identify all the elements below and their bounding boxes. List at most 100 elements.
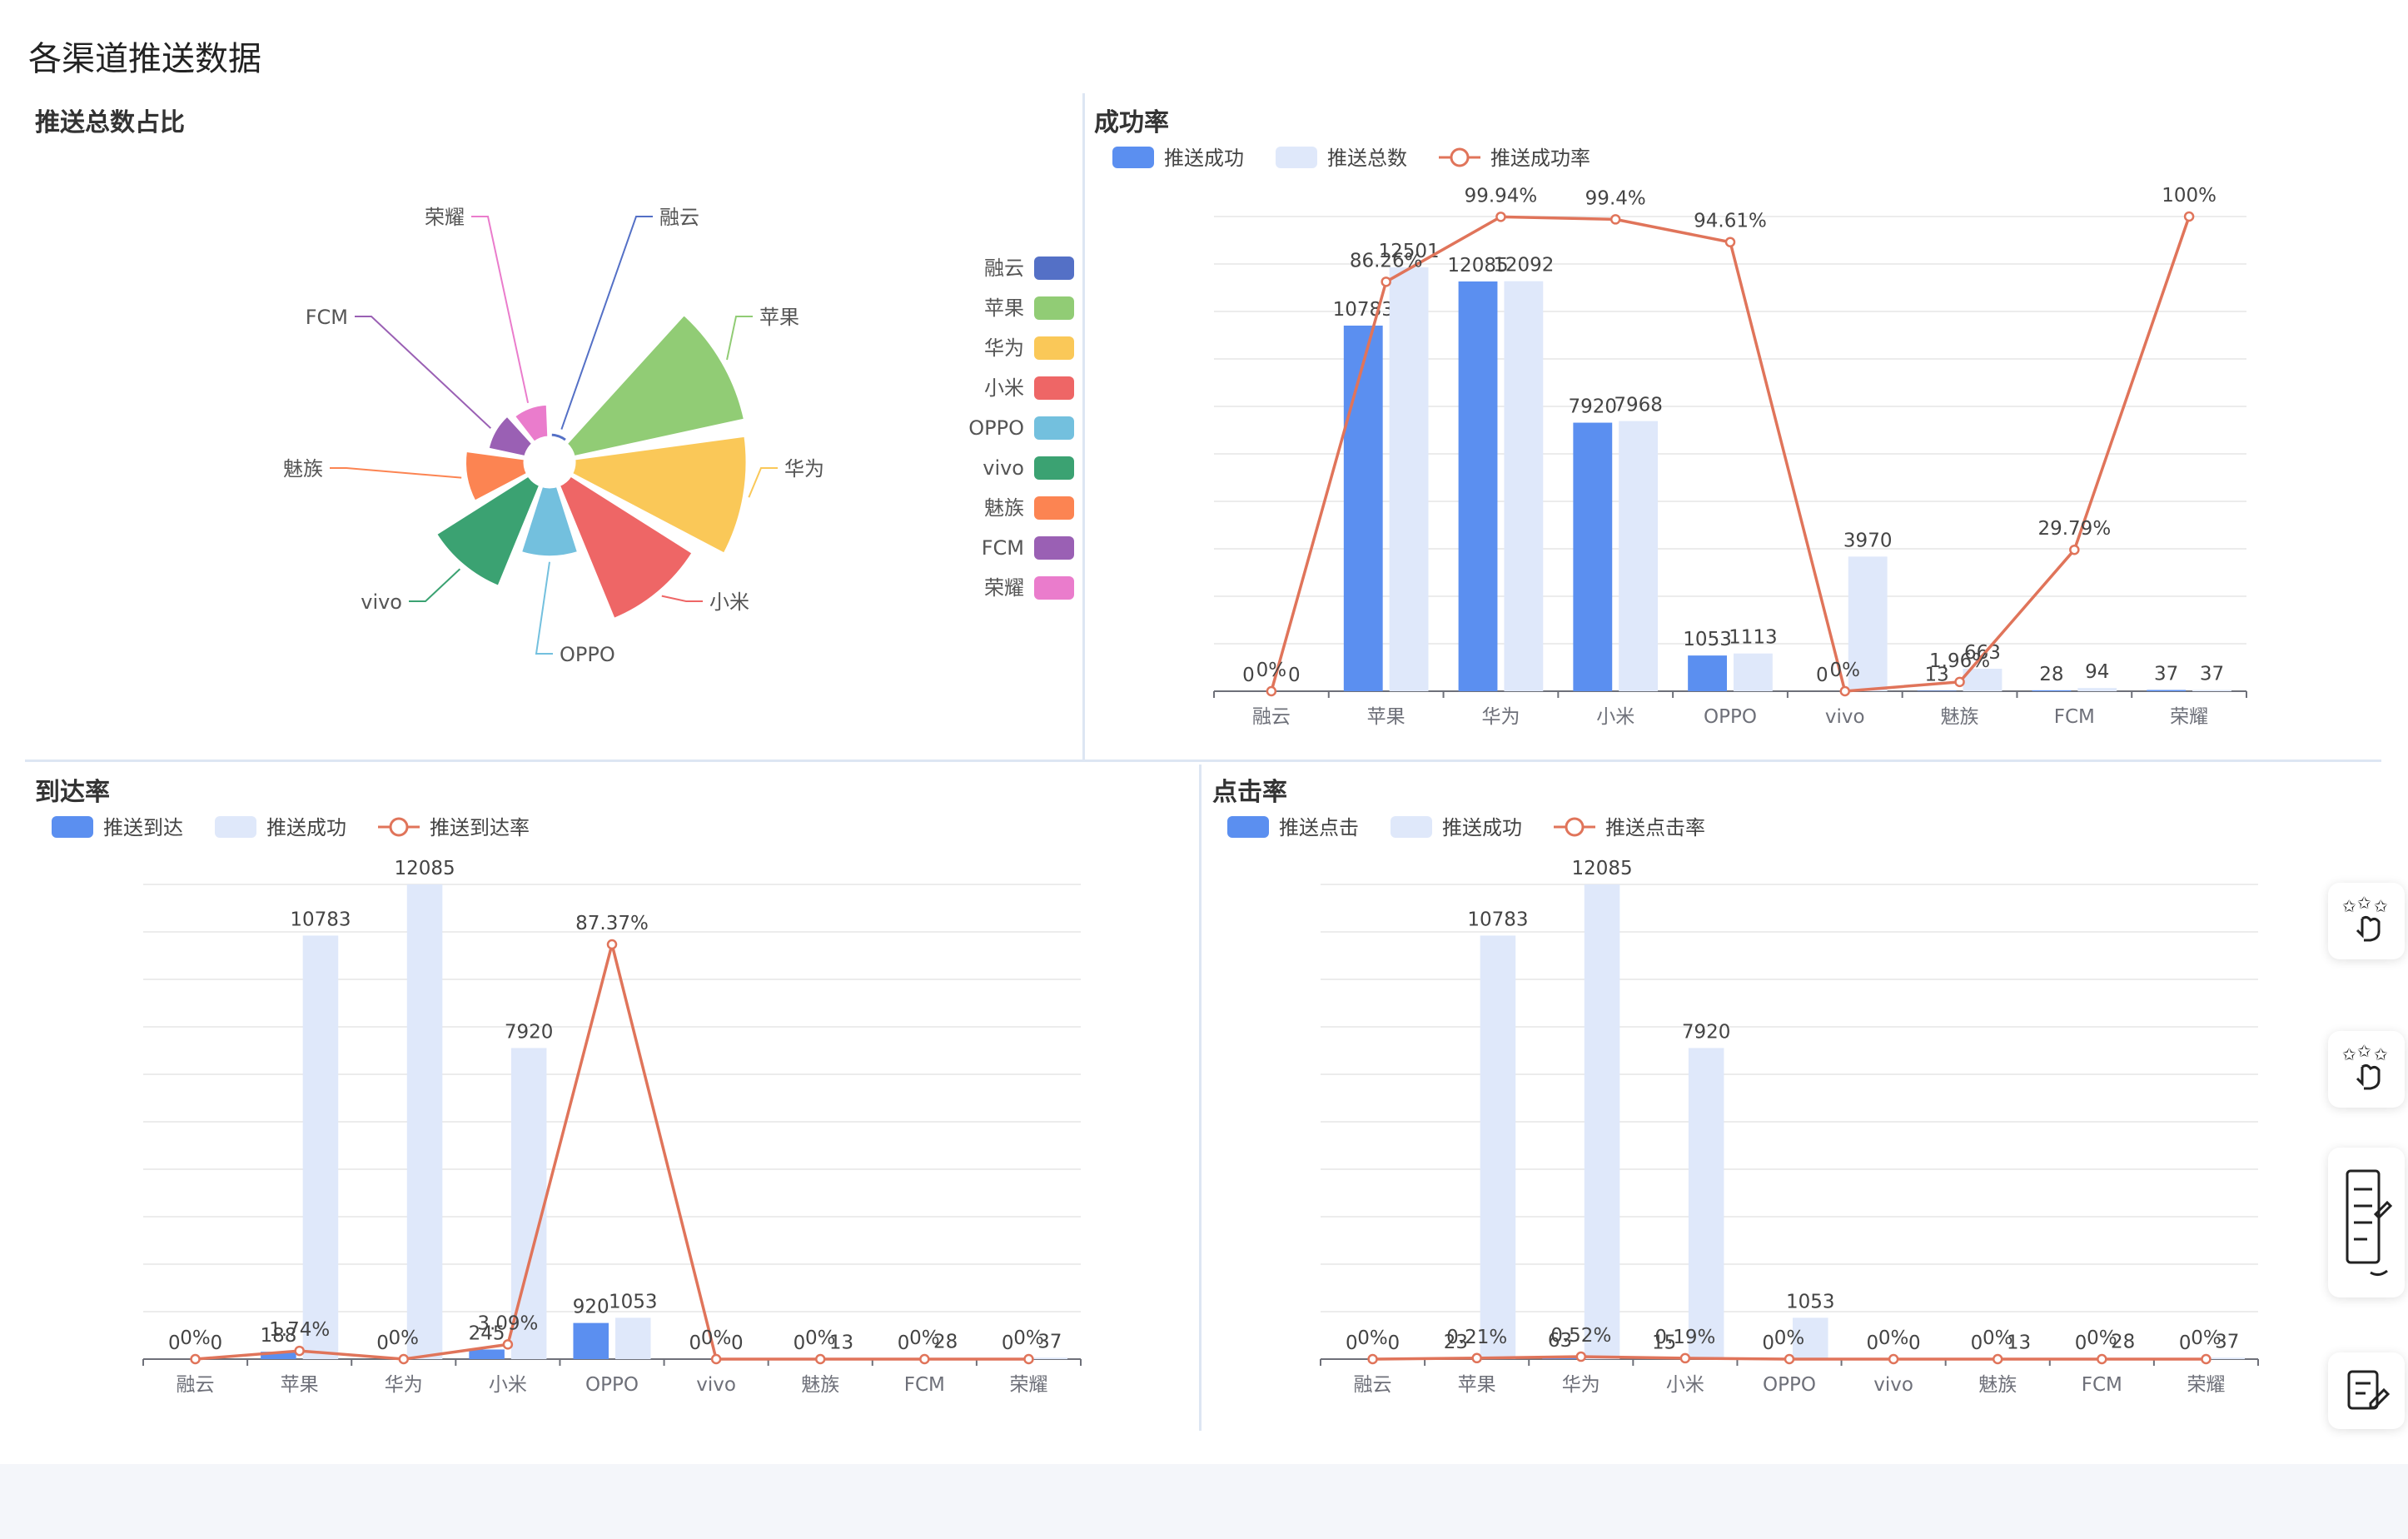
float-button-2[interactable]: ✩ ✩ ✩ (2328, 1031, 2405, 1108)
rate-value-label: 0% (1830, 660, 1861, 681)
pie-label-line (726, 316, 753, 361)
bar-value-label: 0 (898, 1332, 910, 1354)
touch-stars-icon: ✩ ✩ ✩ (2342, 893, 2388, 942)
rate-point (1724, 237, 1736, 247)
legend-swatch (1112, 147, 1154, 168)
legend-label: 推送成功 (1164, 147, 1244, 170)
rate-value-label: 0% (1357, 1327, 1388, 1349)
float-button-4[interactable] (2328, 1352, 2405, 1429)
rate-point (1609, 214, 1621, 225)
bar-value-label: 10783 (1333, 299, 1394, 321)
float-button-3[interactable] (2328, 1148, 2405, 1297)
panel-divider-vertical-top (1082, 93, 1085, 761)
legend-label: OPPO (968, 416, 1024, 440)
bar-value-label: 0 (1867, 1332, 1879, 1354)
bar-value-label: 12085 (1447, 255, 1508, 276)
pie-label-line (409, 568, 461, 602)
bar-value-label: 188 (260, 1325, 296, 1347)
pie-slice (464, 449, 529, 503)
rate-value-label: 0% (1774, 1327, 1805, 1349)
x-tick-label: 荣耀 (2170, 706, 2208, 728)
bar (573, 1322, 609, 1359)
bar-value-label: 0 (1816, 665, 1828, 686)
bar-value-label: 1053 (1786, 1291, 1835, 1312)
rate-value-label: 0% (2191, 1327, 2221, 1349)
bar (406, 884, 443, 1359)
x-tick-label: 荣耀 (2187, 1374, 2225, 1396)
bar-value-label: 28 (2111, 1332, 2135, 1353)
bar (1584, 884, 1620, 1359)
legend-swatch (1034, 416, 1074, 440)
rate-point (606, 939, 618, 950)
x-tick-label: 苹果 (1367, 706, 1405, 728)
x-tick-label: 融云 (1252, 706, 1291, 728)
x-tick-label: FCM (2082, 1374, 2122, 1396)
rate-value-label: 1.96% (1929, 650, 1990, 672)
panel-divider-horizontal (25, 760, 2381, 762)
bar-value-label: 37 (2154, 663, 2178, 685)
bar (2077, 688, 2117, 691)
x-tick-label: vivo (696, 1374, 736, 1396)
bar (261, 1352, 296, 1359)
rate-value-label: 0% (909, 1327, 940, 1349)
pie-label: 魅族 (283, 457, 323, 481)
bar (1688, 655, 1727, 691)
bar (1573, 422, 1613, 691)
bar-value-label: 37 (1037, 1331, 1062, 1352)
legend-label: 推送成功率 (1490, 147, 1590, 170)
bar-value-label: 15 (1652, 1332, 1676, 1353)
legend-swatch (1034, 336, 1074, 360)
x-tick-label: 华为 (1562, 1374, 1600, 1396)
bar (1504, 281, 1544, 691)
bar (2032, 690, 2072, 691)
rate-point (1784, 1353, 1795, 1365)
bar-value-label: 10783 (290, 909, 351, 930)
bar-value-label: 0 (1762, 1332, 1774, 1354)
bar-value-label: 23 (1444, 1332, 1468, 1353)
bar-value-label: 1053 (1683, 629, 1732, 650)
legend-label: 华为 (984, 336, 1024, 360)
pie-slice (519, 485, 580, 559)
bar-value-label: 10783 (1467, 909, 1528, 930)
bar (2209, 1357, 2245, 1359)
rate-point (1839, 685, 1851, 697)
bar (615, 1317, 651, 1359)
legend-marker (1565, 817, 1585, 837)
bar-value-label: 94 (2085, 661, 2109, 683)
bar-value-label: 0 (689, 1332, 702, 1354)
rate-value-label: 0% (2087, 1327, 2117, 1349)
legend-label: 魅族 (984, 496, 1024, 520)
rate-point (2097, 1353, 2107, 1365)
bar (1917, 690, 1957, 691)
x-tick-label: OPPO (1763, 1374, 1816, 1396)
rate-point (1575, 1351, 1587, 1362)
rate-value-label: 1.74% (269, 1319, 330, 1341)
x-tick-label: FCM (2054, 706, 2095, 728)
pie-label-line (748, 467, 778, 498)
rate-point (814, 1353, 826, 1365)
bar (469, 1349, 505, 1359)
rate-value-label: 3.09% (477, 1312, 538, 1334)
x-tick-label: FCM (904, 1374, 945, 1396)
legend-label: 推送成功 (1442, 816, 1522, 839)
rate-point (1992, 1353, 2003, 1365)
bar-value-label: 0 (794, 1332, 806, 1354)
float-button-1[interactable]: ✩ ✩ ✩ (2328, 883, 2405, 959)
bar (1458, 281, 1498, 691)
legend-swatch (52, 816, 93, 838)
x-tick-label: OPPO (585, 1374, 639, 1396)
svg-text:✩: ✩ (2342, 1044, 2356, 1064)
bar-value-label: 7920 (505, 1021, 554, 1043)
rate-value-label: 0% (701, 1327, 732, 1349)
legend-label: 推送总数 (1327, 147, 1407, 170)
legend-label: FCM (982, 536, 1024, 560)
pie-label: OPPO (560, 643, 615, 666)
rate-point (1023, 1353, 1034, 1365)
panel-divider-vertical-bottom (1199, 765, 1202, 1431)
pie-label-line (560, 216, 653, 430)
rate-value-label: 0% (180, 1327, 211, 1349)
x-tick-label: 小米 (1596, 706, 1634, 728)
bar-value-label: 663 (1964, 642, 2001, 664)
rate-point (1495, 212, 1506, 222)
page-title: 各渠道推送数据 (28, 40, 261, 78)
